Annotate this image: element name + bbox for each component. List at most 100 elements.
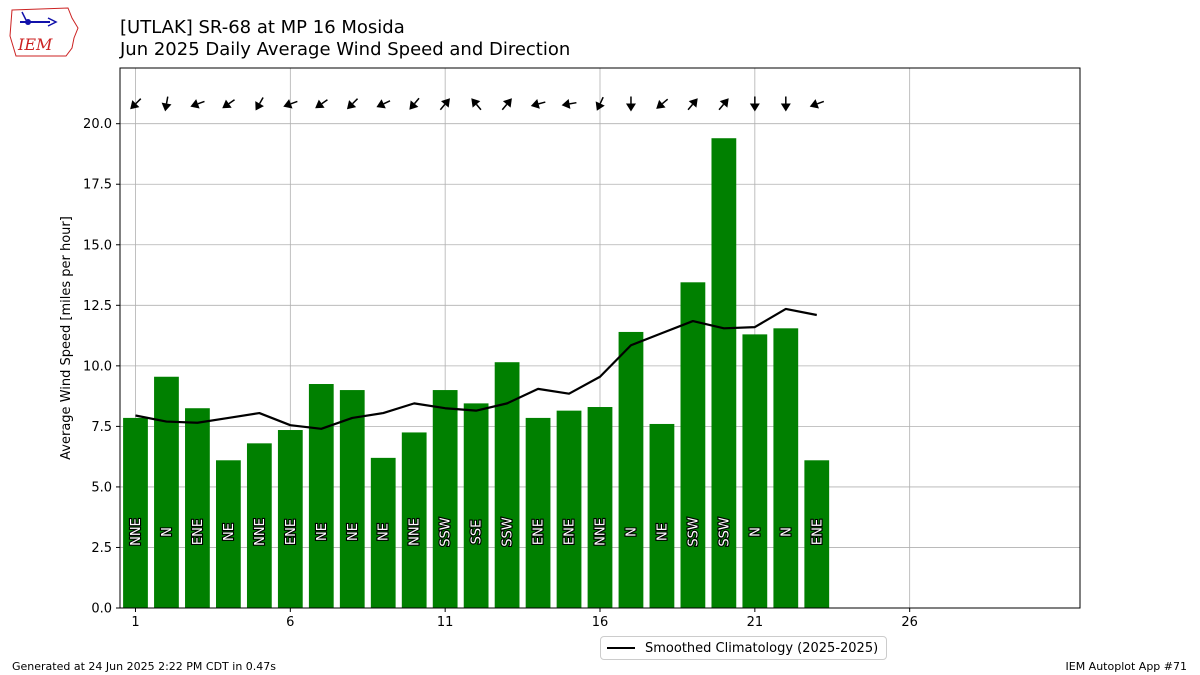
arrow-head xyxy=(656,99,666,109)
arrow-shaft xyxy=(501,103,508,111)
arrow-head xyxy=(530,99,540,109)
arrow-head xyxy=(222,99,232,109)
wind-direction-arrow xyxy=(471,98,482,111)
arrow-head xyxy=(346,100,357,110)
wind-bar xyxy=(525,417,551,608)
arrow-shaft xyxy=(383,100,391,105)
arrow-head xyxy=(780,103,791,112)
y-tick-label: 10.0 xyxy=(83,359,112,374)
arrow-shaft xyxy=(321,99,328,105)
x-tick-label: 21 xyxy=(747,615,764,630)
arrow-shaft xyxy=(352,98,359,105)
arrow-head xyxy=(283,99,293,109)
y-tick-label: 5.0 xyxy=(91,480,112,495)
y-tick-label: 0.0 xyxy=(91,602,112,617)
wind-direction-arrow xyxy=(809,99,825,109)
wind-direction-arrow xyxy=(130,98,142,110)
arrow-shaft xyxy=(475,103,482,111)
direction-label: ENE xyxy=(532,519,547,545)
wind-bar xyxy=(246,443,272,608)
direction-label: NNE xyxy=(408,518,423,546)
wind-bar xyxy=(154,376,179,608)
arrow-shaft xyxy=(197,100,205,105)
wind-bar xyxy=(711,138,737,608)
wind-direction-arrow xyxy=(780,96,791,112)
wind-direction-arrow xyxy=(625,96,636,112)
wind-bar xyxy=(742,334,768,608)
wind-direction-arrow xyxy=(255,97,264,111)
direction-label: NE xyxy=(222,523,237,541)
direction-label: ENE xyxy=(284,519,299,545)
x-tick-label: 11 xyxy=(437,615,454,630)
wind-bar xyxy=(649,423,675,608)
direction-label: N xyxy=(779,527,794,537)
y-axis-label: Average Wind Speed [miles per hour] xyxy=(59,216,74,460)
wind-direction-arrow xyxy=(161,96,172,112)
wind-direction-arrow xyxy=(190,99,205,109)
arrow-shaft xyxy=(228,99,235,105)
wind-direction-arrow xyxy=(749,96,760,112)
wind-direction-arrow xyxy=(595,96,605,111)
wind-bar xyxy=(432,390,458,608)
wind-bar xyxy=(556,410,582,608)
direction-label: ENE xyxy=(191,519,206,545)
arrow-head xyxy=(561,98,571,109)
arrow-head xyxy=(409,100,419,110)
arrow-shaft xyxy=(687,103,694,111)
x-tick-label: 1 xyxy=(131,615,139,630)
direction-label: NNE xyxy=(253,518,268,546)
direction-label: SSE xyxy=(470,520,485,545)
arrow-shaft xyxy=(165,96,169,104)
svg-text:IEM: IEM xyxy=(17,35,53,54)
wind-direction-arrow xyxy=(439,98,450,111)
wind-bar xyxy=(463,403,489,608)
direction-label: NNE xyxy=(594,518,609,546)
direction-label: N xyxy=(748,527,763,537)
y-tick-label: 17.5 xyxy=(83,178,112,193)
arrow-shaft xyxy=(661,98,669,105)
wind-direction-arrow xyxy=(346,98,359,110)
generated-timestamp: Generated at 24 Jun 2025 2:22 PM CDT in … xyxy=(12,660,277,673)
iem-logo: IEM xyxy=(9,7,79,57)
wind-bar xyxy=(370,457,396,608)
wind-bar xyxy=(401,432,427,608)
arrow-head xyxy=(502,98,512,108)
arrow-head xyxy=(719,98,729,108)
arrow-shaft xyxy=(718,103,725,111)
wind-bar xyxy=(773,328,799,608)
chart-subtitle: Jun 2025 Daily Average Wind Speed and Di… xyxy=(120,39,571,60)
direction-label: N xyxy=(160,527,175,537)
x-tick-label: 26 xyxy=(901,615,918,630)
wind-direction-arrow xyxy=(687,98,698,111)
direction-label: N xyxy=(624,527,639,537)
wind-bar xyxy=(804,460,830,608)
arrow-head xyxy=(315,99,325,109)
arrow-head xyxy=(190,99,200,109)
arrow-shaft xyxy=(569,101,577,105)
wind-bar xyxy=(277,430,303,608)
arrow-head xyxy=(255,101,264,111)
legend-label: Smoothed Climatology (2025-2025) xyxy=(645,640,879,656)
arrow-head xyxy=(441,98,450,108)
direction-label: NE xyxy=(377,523,392,541)
arrow-head xyxy=(749,103,760,112)
direction-label: NE xyxy=(655,523,670,541)
y-tick-label: 12.5 xyxy=(83,299,112,314)
chart-legend: Smoothed Climatology (2025-2025) xyxy=(600,636,888,660)
wind-direction-arrow xyxy=(501,98,512,111)
wind-bar xyxy=(339,390,365,608)
arrow-shaft xyxy=(135,98,142,105)
direction-label: NE xyxy=(315,523,330,541)
arrow-shaft xyxy=(258,97,264,104)
direction-label: NNE xyxy=(129,518,144,546)
chart-title: [UTLAK] SR-68 at MP 16 Mosida xyxy=(120,17,405,38)
wind-direction-arrow xyxy=(561,98,577,109)
direction-label: ENE xyxy=(563,519,578,545)
arrow-shaft xyxy=(538,101,546,105)
arrow-shaft xyxy=(290,100,298,105)
wind-bar xyxy=(185,408,210,608)
direction-label: ENE xyxy=(810,519,825,545)
y-tick-label: 20.0 xyxy=(83,117,112,132)
wind-bar xyxy=(216,460,241,608)
arrow-head xyxy=(130,100,140,110)
